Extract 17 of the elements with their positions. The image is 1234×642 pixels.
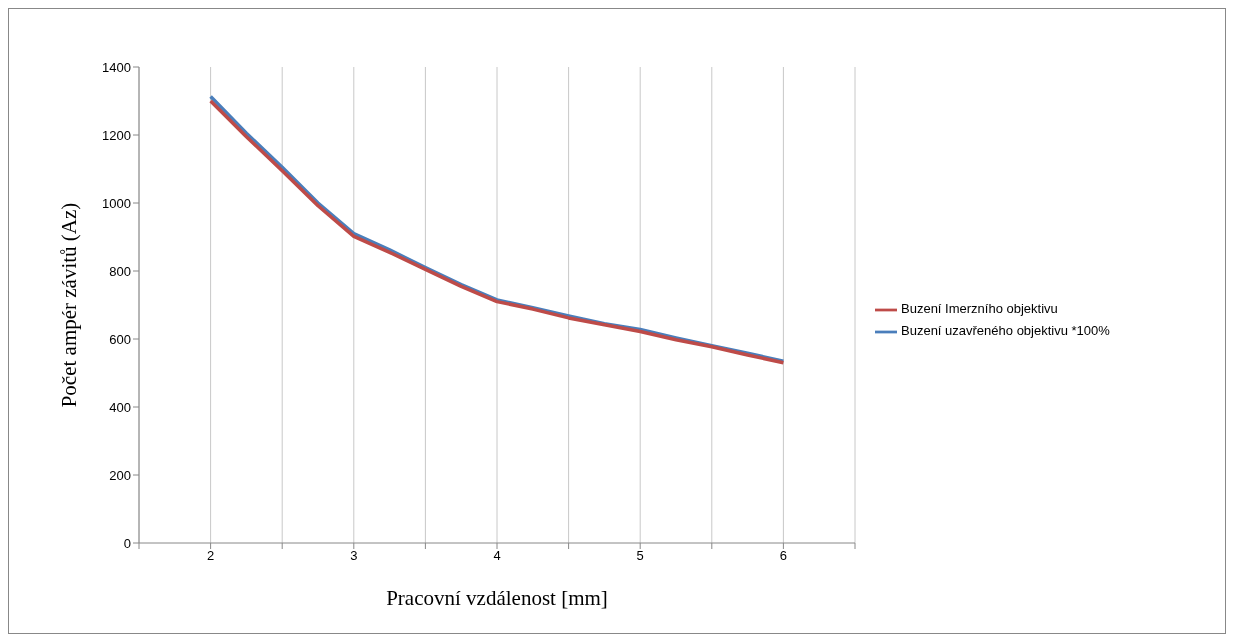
x-axis-title: Pracovní vzdálenost [mm] xyxy=(386,586,608,610)
y-tick-label: 1000 xyxy=(102,195,131,211)
y-tick-label: 1400 xyxy=(102,59,131,75)
x-tick-label: 2 xyxy=(206,548,215,564)
y-tick-label: 400 xyxy=(109,399,131,415)
x-tick-label: 6 xyxy=(779,548,788,564)
legend-label: Buzení uzavřeného objektivu *100% xyxy=(901,323,1110,339)
y-tick-label: 0 xyxy=(123,535,131,551)
y-tick-label: 1200 xyxy=(102,127,131,143)
y-tick-label: 600 xyxy=(109,331,131,347)
y-tick-label: 800 xyxy=(109,263,131,279)
legend-label: Buzení Imerzního objektivu xyxy=(901,301,1058,317)
y-tick-label: 200 xyxy=(109,467,131,483)
y-axis-title: Počet ampér závitů (Az) xyxy=(57,202,82,408)
x-tick-label: 5 xyxy=(636,548,644,564)
x-tick-label: 4 xyxy=(493,548,501,564)
x-tick-label: 3 xyxy=(350,548,358,564)
